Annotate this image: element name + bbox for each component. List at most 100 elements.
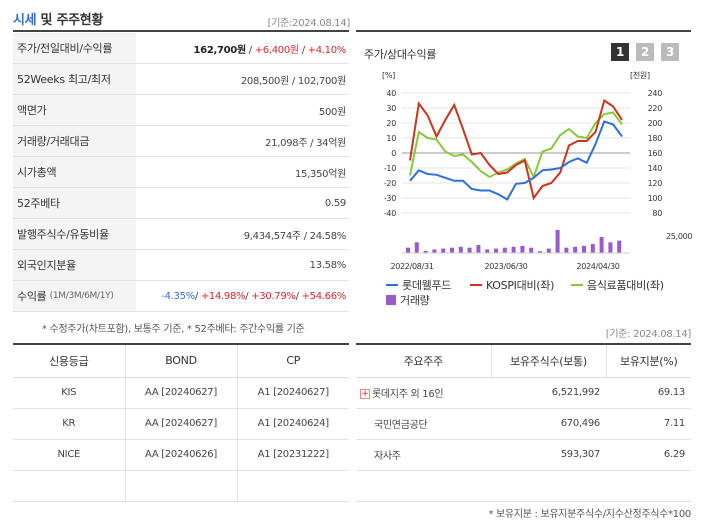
column-header: 주요주주 — [356, 343, 491, 378]
row-value: 9,434,574주 / 24.58% — [243, 230, 347, 242]
return-3m: +14.98% — [200, 290, 246, 302]
legend-label: 거래량 — [400, 294, 430, 307]
current-price: 162,700원 — [193, 44, 247, 56]
credit-rating-table: 신용등급 BOND CP KIS AA [20240627] A1 [20240… — [13, 343, 349, 502]
legend-item-volume: 거래량 — [386, 292, 430, 308]
holder-shares: 6,521,992 — [491, 377, 606, 409]
chart-page-1-button[interactable]: 1 — [611, 43, 629, 61]
volume-axis-label: 25,000 — [666, 232, 692, 241]
agency-cell: NICE — [13, 439, 125, 471]
volume-bar — [564, 247, 569, 253]
returns-values: -4.35%/ +14.98%/ +30.79%/ +54.66% — [161, 290, 347, 302]
row-value: 13.58% — [309, 259, 347, 271]
holder-pct: 7.11 — [606, 408, 691, 440]
volume-bar — [608, 242, 613, 253]
volume-bar — [511, 246, 516, 253]
series-line-price — [409, 120, 623, 201]
legend-label: 롯데웰푸드 — [402, 279, 452, 292]
divider — [356, 30, 691, 32]
row-label: 외국인지분율 — [13, 250, 136, 280]
price-change: +6,400원 — [254, 44, 299, 56]
holder-shares: 670,496 — [491, 408, 606, 440]
table-row: 발행주식수/유동비율 9,434,574주 / 24.58% — [13, 219, 349, 250]
row-label: 수익률 (1M/3M/6M/1Y) — [13, 281, 136, 311]
legend-label: KOSPI대비(좌) — [486, 279, 555, 292]
left-tick-label: 20 — [386, 119, 396, 128]
left-axis-unit: [%] — [382, 71, 395, 80]
chart-page-2-button[interactable]: 2 — [636, 43, 654, 61]
chart-lines — [409, 98, 623, 201]
table-row: NICE AA [20240626] A1 [20231222] — [13, 439, 349, 471]
right-tick-label: 160 — [648, 149, 663, 158]
price-rate: +4.10% — [307, 44, 347, 56]
agency-cell: KIS — [13, 377, 125, 409]
table-row: 거래량/거래대금 21,098주 / 34억원 — [13, 126, 349, 157]
row-label: 시가총액 — [13, 157, 136, 187]
volume-bar — [467, 247, 472, 253]
right-tick-label: 100 — [648, 194, 663, 203]
left-tick-label: -10 — [384, 164, 396, 173]
right-tick-label: 140 — [648, 164, 663, 173]
section-title-rest: 및 주주현황 — [36, 13, 104, 28]
table-row: 자사주 593,307 6.29 — [356, 439, 691, 471]
volume-bar — [485, 249, 490, 253]
expand-plus-icon[interactable]: + — [360, 389, 370, 399]
table-row: 수익률 (1M/3M/6M/1Y) -4.35%/ +14.98%/ +30.7… — [13, 281, 349, 312]
volume-bar — [520, 245, 525, 253]
table-row-empty — [13, 470, 349, 502]
return-1y: +54.66% — [301, 290, 347, 302]
volume-bar — [546, 248, 551, 253]
legend-item-kospi: KOSPI대비(좌) — [470, 277, 554, 293]
table-row: 외국인지분율 13.58% — [13, 250, 349, 281]
volume-bar — [502, 247, 507, 253]
row-label: 52Weeks 최고/최저 — [13, 64, 136, 94]
legend-swatch — [470, 284, 482, 286]
table-row: 시가총액 15,350억원 — [13, 157, 349, 188]
row-value: 15,350억원 — [295, 168, 346, 180]
table-header-row: 신용등급 BOND CP — [13, 343, 349, 378]
row-label: 발행주식수/유동비율 — [13, 219, 136, 249]
left-tick-label: -40 — [384, 209, 396, 218]
market-footnote: * 수정주가(차트포함), 보통주 기준, * 52주베타: 주간수익률 기준 — [42, 324, 305, 335]
holder-name: 국민연금공단 — [356, 408, 491, 440]
left-tick-label: -20 — [384, 179, 396, 188]
section-title: 시세 및 주주현황 — [13, 9, 103, 28]
row-value: 0.59 — [324, 197, 346, 209]
returns-label: 수익률 — [17, 290, 47, 303]
table-header-row: 주요주주 보유주식수(보통) 보유지분(%) — [356, 343, 691, 378]
volume-bar — [458, 246, 463, 253]
bond-cell: AA [20240626] — [124, 439, 237, 471]
cp-cell: A1 [20240627] — [236, 377, 349, 409]
returns-period-label: (1M/3M/6M/1Y) — [49, 291, 114, 301]
agency-cell: KR — [13, 408, 125, 440]
table-row: KIS AA [20240627] A1 [20240627] — [13, 377, 349, 409]
column-header: CP — [236, 343, 349, 378]
legend-swatch — [386, 295, 396, 305]
row-label: 액면가 — [13, 95, 136, 125]
legend-item-food: 음식료품대비(좌) — [571, 277, 664, 293]
volume-bar — [529, 247, 534, 253]
series-line-food — [409, 111, 623, 180]
cp-cell: A1 [20231222] — [236, 439, 349, 471]
right-tick-label: 180 — [648, 134, 663, 143]
right-tick-label: 200 — [648, 119, 663, 128]
volume-bar — [599, 237, 604, 253]
chart-page-3-button[interactable]: 3 — [661, 43, 679, 61]
volume-bar — [555, 229, 560, 253]
table-row: + 롯데지주 외 16인 6,521,992 69.13 — [356, 377, 691, 409]
column-header: 보유주식수(보통) — [490, 343, 606, 378]
volume-bar — [450, 247, 454, 253]
holder-pct: 6.29 — [606, 439, 691, 471]
volume-bar — [432, 249, 437, 253]
divider — [13, 30, 349, 32]
table-row: 주가/전일대비/수익률 162,700원 / +6,400원 / +4.10% — [13, 33, 349, 64]
legend-swatch — [571, 284, 583, 286]
row-label: 거래량/거래대금 — [13, 126, 136, 156]
holder-name: 롯데지주 외 16인 — [372, 389, 444, 400]
row-value: 500원 — [318, 106, 346, 118]
left-axis-ticks: 40 30 20 10 0 -10 -20 -30 -40 — [384, 89, 397, 218]
left-tick-label: 10 — [386, 134, 396, 143]
legend-item-price: 롯데웰푸드 — [386, 277, 451, 293]
left-tick-label: -30 — [384, 194, 396, 203]
reference-date: [기준:2024.08.14] — [267, 18, 351, 29]
